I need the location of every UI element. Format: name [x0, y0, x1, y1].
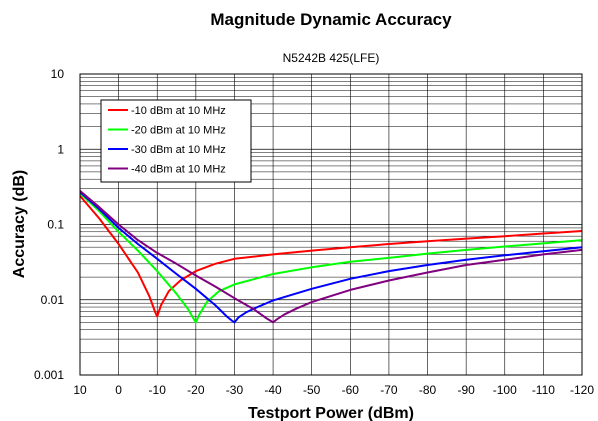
x-tick-label: -80 — [419, 383, 437, 397]
series-layer — [79, 190, 583, 324]
y-tick-label: 0.01 — [41, 293, 65, 307]
series-line-3 — [79, 191, 583, 324]
series-line-2 — [79, 192, 583, 324]
x-tick-label: -90 — [457, 383, 475, 397]
y-tick-label: 10 — [51, 67, 65, 81]
y-tick-label: 0.001 — [34, 368, 64, 382]
x-tick-label: -100 — [493, 383, 517, 397]
plot-frame — [79, 73, 583, 376]
legend-label-1: -10 dBm at 10 MHz — [131, 105, 226, 117]
x-tick-label: -110 — [532, 383, 555, 397]
legend-label-3: -30 dBm at 10 MHz — [131, 144, 226, 156]
chart-subtitle: N5242B 425(LFE) — [283, 51, 380, 65]
x-axis-label: Testport Power (dBm) — [248, 405, 414, 421]
x-tick-label: -30 — [226, 383, 244, 397]
x-tick-label: 10 — [73, 383, 87, 397]
chart-title: Magnitude Dynamic Accuracy — [210, 10, 452, 29]
legend-label-2: -20 dBm at 10 MHz — [131, 125, 226, 137]
x-tick-label: -60 — [342, 383, 360, 397]
x-tick-label: -50 — [303, 383, 321, 397]
x-axis-ticks: 10 0 -10 -20 -30 -40 -50 -60 -70 -80 -90 -100 -110 -1… — [73, 383, 594, 397]
x-tick-label: 0 — [115, 383, 122, 397]
series-line-4 — [79, 190, 583, 324]
legend: -10 dBm at 10 MHz -20 dBm at 10 MHz -30 dB… — [100, 99, 252, 183]
y-tick-label: 0.1 — [47, 218, 64, 232]
y-axis-ticks: 10 1 0.1 0.01 0.001 — [34, 67, 64, 382]
y-axis-label: Accuracy (dB) — [11, 170, 28, 278]
x-tick-label: -70 — [380, 383, 398, 397]
x-tick-label: -40 — [264, 383, 282, 397]
x-tick-label: -20 — [187, 383, 205, 397]
legend-label-4: -40 dBm at 10 MHz — [131, 164, 226, 176]
y-tick-label: 1 — [57, 142, 64, 156]
series-line-1 — [79, 195, 583, 318]
x-tick-label: -120 — [570, 383, 594, 397]
x-tick-label: -10 — [149, 383, 167, 397]
